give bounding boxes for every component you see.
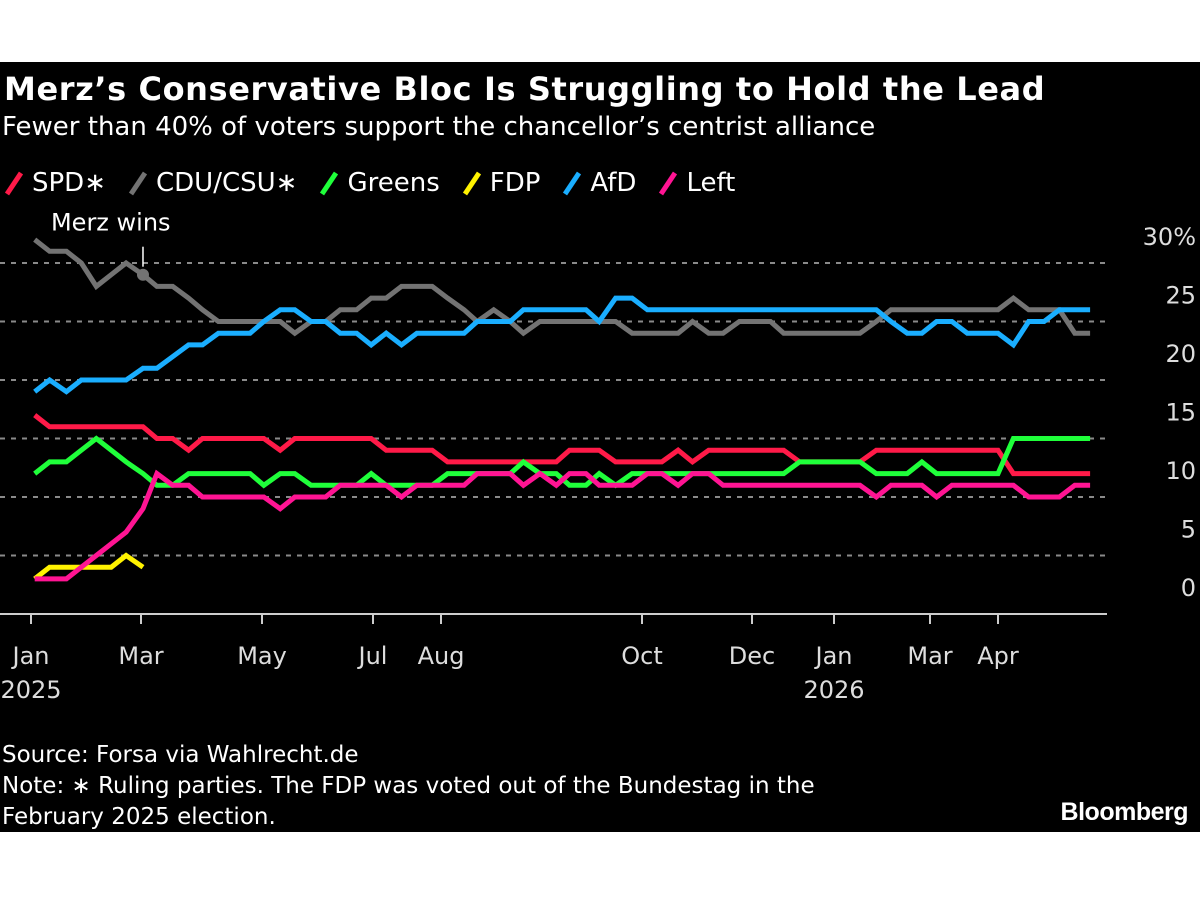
note-text-line-2: February 2025 election. <box>2 804 276 830</box>
y-tick-label: 10 <box>1165 457 1196 485</box>
annotation-merz-wins: Merz wins <box>51 209 171 237</box>
x-tick-label: Apr <box>977 642 1019 670</box>
legend-label: AfD <box>590 168 637 198</box>
legend-item: CDU/CSU∗ <box>128 168 297 198</box>
bloomberg-logo: Bloomberg <box>1060 798 1189 826</box>
legend-swatch-icon <box>563 171 582 196</box>
x-tick-label: Mar <box>118 642 163 670</box>
x-tick-label: Mar <box>907 642 952 670</box>
x-tick-label: May <box>237 642 287 670</box>
y-tick-label: 25 <box>1165 282 1196 310</box>
series-line-cducsu <box>33 237 1091 337</box>
legend: SPD∗ CDU/CSU∗ Greens FDP AfD Left <box>4 168 757 198</box>
series-line-afd <box>33 295 1091 395</box>
legend-label: Left <box>686 168 736 198</box>
y-tick-label: 0 <box>1181 574 1196 602</box>
legend-swatch-icon <box>320 171 339 196</box>
chart-title: Merz’s Conservative Bloc Is Struggling t… <box>4 70 1046 108</box>
legend-item: SPD∗ <box>4 168 106 198</box>
x-tick-label: Oct <box>621 642 663 670</box>
x-tick-label: Jan <box>11 642 50 670</box>
source-text: Source: Forsa via Wahlrecht.de <box>2 742 359 768</box>
legend-label: FDP <box>489 168 541 198</box>
y-tick-label: 30% <box>1143 223 1196 251</box>
legend-swatch-icon <box>462 171 481 196</box>
legend-swatch-icon <box>128 171 148 196</box>
legend-item: Left <box>658 168 735 198</box>
y-tick-label: 15 <box>1165 399 1196 427</box>
y-tick-label: 5 <box>1181 516 1196 544</box>
legend-item: FDP <box>462 168 541 198</box>
chart-subtitle: Fewer than 40% of voters support the cha… <box>2 112 876 142</box>
x-tick-label: Dec <box>729 642 775 670</box>
annotation-marker <box>136 268 149 281</box>
x-tick-year-label: 2026 <box>803 676 864 704</box>
chart-panel: Merz’s Conservative Bloc Is Struggling t… <box>0 62 1200 832</box>
y-tick-label: 20 <box>1165 340 1196 368</box>
x-tick-label: Aug <box>418 642 465 670</box>
legend-swatch-icon <box>4 171 24 196</box>
legend-item: Greens <box>319 168 440 198</box>
x-tick-year-label: 2025 <box>0 676 61 704</box>
series-line-left <box>34 469 1091 582</box>
legend-label: Greens <box>347 168 440 198</box>
footer: Source: Forsa via Wahlrecht.de Note: ∗ R… <box>2 740 815 833</box>
legend-item: AfD <box>562 168 636 198</box>
note-text-line-1: Note: ∗ Ruling parties. The FDP was vote… <box>2 773 815 799</box>
series-line-fdp <box>33 552 145 581</box>
legend-label: SPD∗ <box>32 168 106 198</box>
legend-swatch-icon <box>659 171 678 196</box>
series-line-spd <box>33 413 1091 477</box>
x-tick-label: Jul <box>357 642 388 670</box>
legend-label: CDU/CSU∗ <box>156 168 298 198</box>
x-tick-label: Jan <box>814 642 853 670</box>
